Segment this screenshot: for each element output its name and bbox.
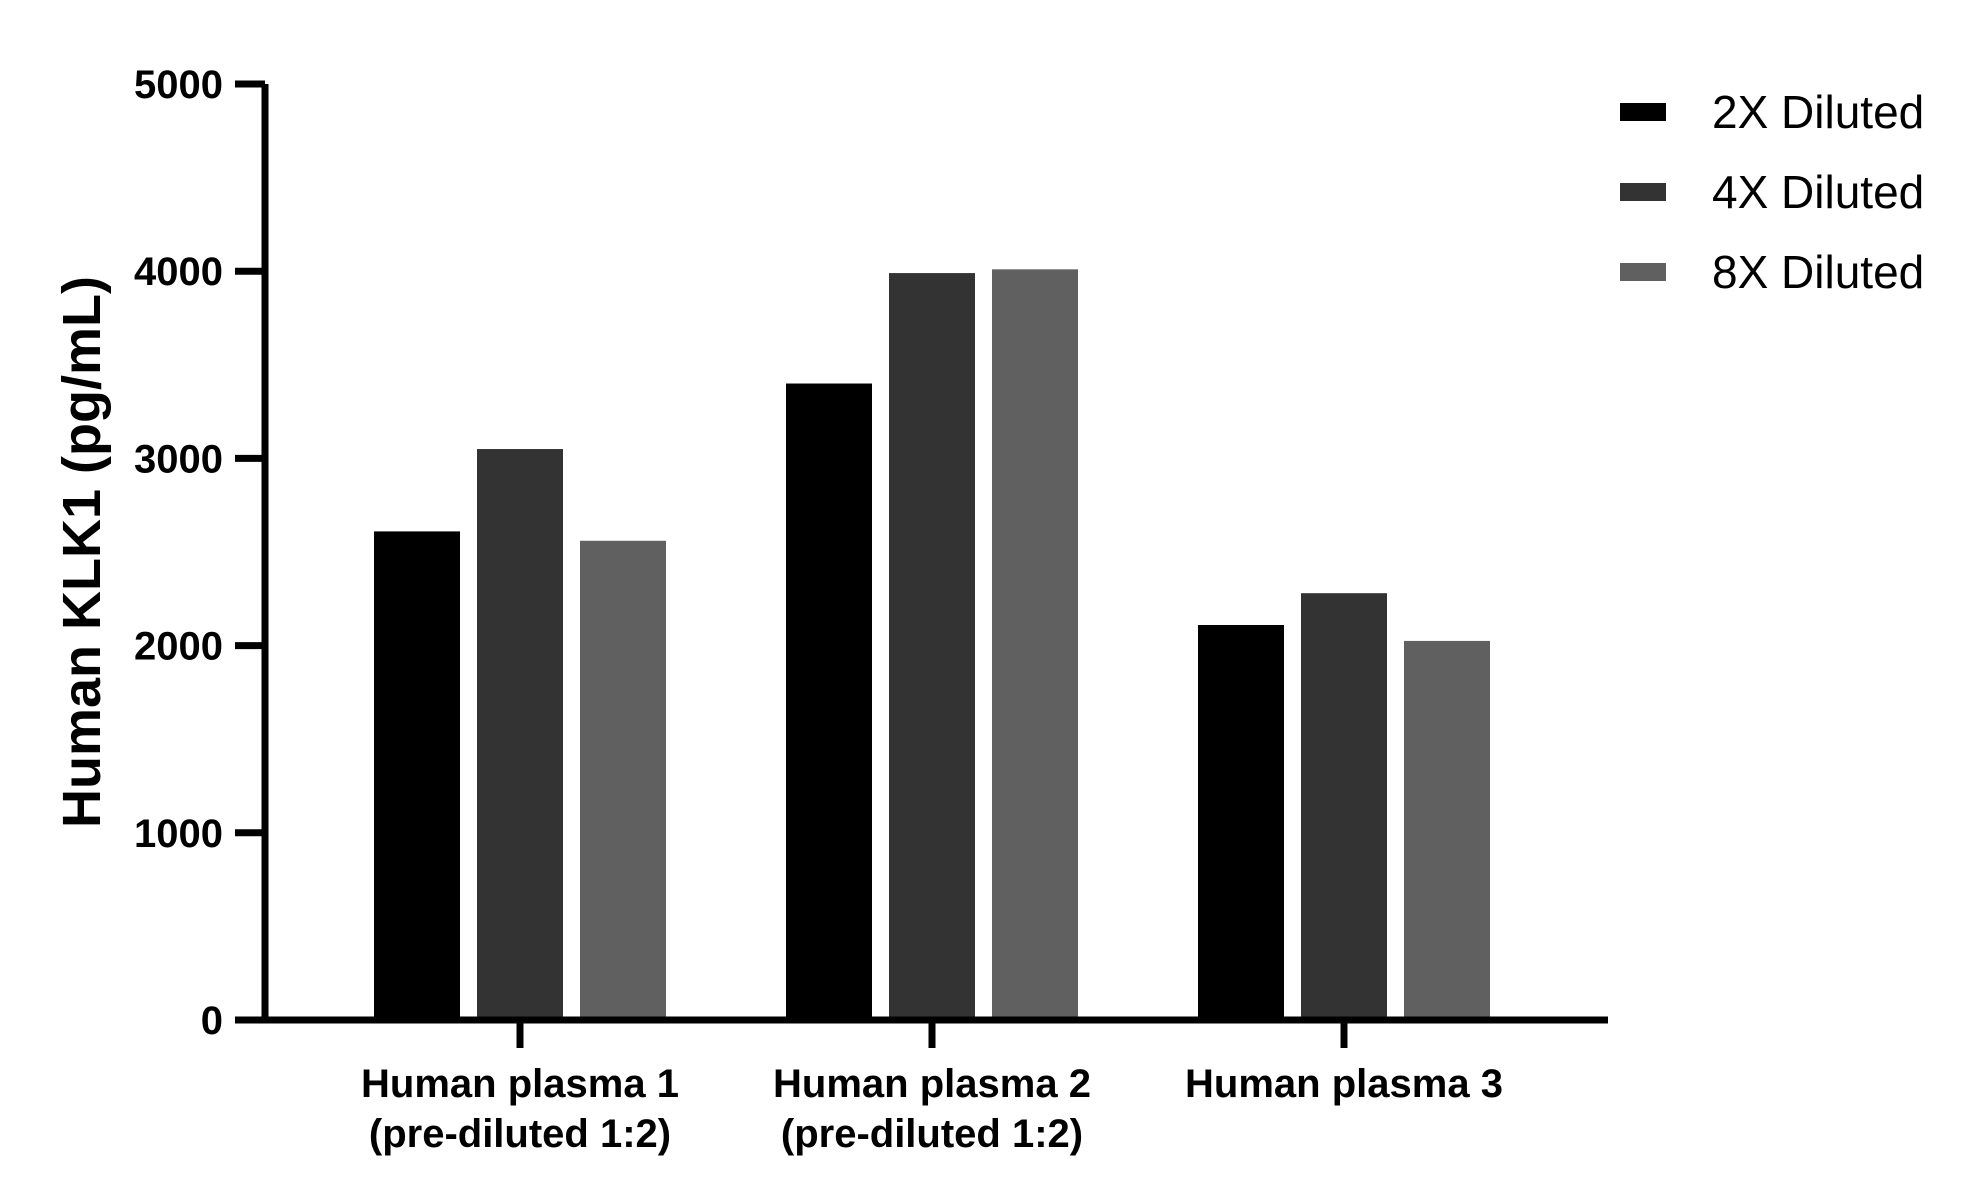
- legend-swatch: [1620, 103, 1666, 121]
- x-tick-label-line: Human plasma 1: [361, 1062, 679, 1106]
- x-tick-label: Human plasma 1 (pre-diluted 1:2): [361, 1062, 679, 1156]
- x-tick-label-line: (pre-diluted 1:2): [369, 1112, 671, 1156]
- legend: 2X Diluted 4X Diluted 8X Diluted: [1620, 86, 1924, 298]
- x-tick-label: Human plasma 3: [1185, 1062, 1503, 1106]
- bar: [786, 383, 872, 1020]
- y-tick-label: 4000: [134, 250, 223, 294]
- bar: [477, 449, 563, 1020]
- bar: [1198, 625, 1284, 1020]
- y-axis-title: Human KLK1 (pg/mL): [52, 276, 112, 828]
- x-tick-label-line: Human plasma 2: [773, 1062, 1091, 1106]
- bar: [374, 531, 460, 1020]
- x-tick-label-line: Human plasma 3: [1185, 1062, 1503, 1106]
- legend-label: 8X Diluted: [1712, 246, 1924, 298]
- bar: [889, 273, 975, 1020]
- bar: [992, 269, 1078, 1020]
- legend-swatch: [1620, 263, 1666, 281]
- y-tick-label: 5000: [134, 63, 223, 107]
- y-tick-label: 3000: [134, 437, 223, 481]
- legend-label: 2X Diluted: [1712, 86, 1924, 138]
- bars-group: [374, 269, 1490, 1020]
- bar: [580, 540, 666, 1020]
- labels-group: 0 1000 2000 3000 4000 5000 Human plasma 1 (pre-…: [52, 63, 1503, 1156]
- y-tick-label: 0: [201, 999, 223, 1043]
- x-tick-label: Human plasma 2 (pre-diluted 1:2): [773, 1062, 1091, 1156]
- legend-swatch: [1620, 183, 1666, 201]
- axes-group: [235, 80, 1608, 1048]
- bar: [1301, 593, 1387, 1020]
- bar: [1404, 640, 1490, 1020]
- y-tick-label: 2000: [134, 625, 223, 669]
- y-tick-label: 1000: [134, 812, 223, 856]
- legend-label: 4X Diluted: [1712, 166, 1924, 218]
- x-tick-label-line: (pre-diluted 1:2): [781, 1112, 1083, 1156]
